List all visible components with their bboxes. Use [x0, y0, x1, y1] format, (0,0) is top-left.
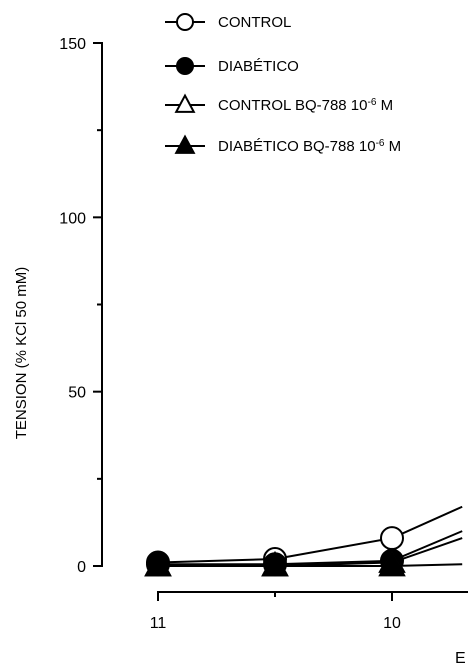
legend: CONTROL DIABÉTICO CONTROL BQ-788 10-6 M DIA…	[165, 13, 401, 156]
legend-item: DIABÉTICO	[165, 57, 299, 75]
y-tick-label: 50	[68, 385, 86, 402]
series-4	[144, 550, 463, 577]
legend-marker	[176, 13, 194, 31]
x-tick-label: 10	[383, 615, 401, 632]
data-point	[380, 526, 404, 551]
x-axis-label: E	[455, 650, 466, 667]
y-tick-label: 100	[59, 210, 86, 227]
legend-item: CONTROL BQ-788 10-6 M	[165, 93, 393, 115]
series-line	[158, 563, 463, 567]
y-ticks: 0 50 100 150	[59, 36, 102, 576]
legend-marker	[174, 134, 196, 154]
x-tick-label: 11	[150, 615, 167, 632]
y-tick-label: 0	[77, 559, 86, 576]
data-point	[144, 550, 172, 577]
series-layer	[144, 505, 463, 577]
legend-item: CONTROL	[165, 13, 291, 31]
y-tick-label: 150	[59, 36, 86, 53]
legend-label: CONTROL BQ-788 10-6 M	[218, 97, 393, 115]
legend-label: DIABÉTICO	[218, 58, 299, 75]
legend-marker	[176, 57, 194, 75]
series-line	[158, 530, 463, 566]
data-point	[378, 550, 406, 577]
x-ticks: 11 10	[150, 592, 401, 632]
legend-item: DIABÉTICO BQ-788 10-6 M	[165, 134, 401, 156]
legend-label: DIABÉTICO BQ-788 10-6 M	[218, 138, 401, 156]
series-3	[144, 537, 463, 577]
series-line	[157, 505, 463, 564]
data-point	[261, 550, 289, 577]
legend-label: CONTROL	[218, 14, 291, 31]
y-axis-label: TENSION (% KCl 50 mM)	[13, 267, 30, 440]
legend-marker	[174, 93, 196, 113]
axes: 0 50 100 150 11 10	[59, 36, 468, 632]
